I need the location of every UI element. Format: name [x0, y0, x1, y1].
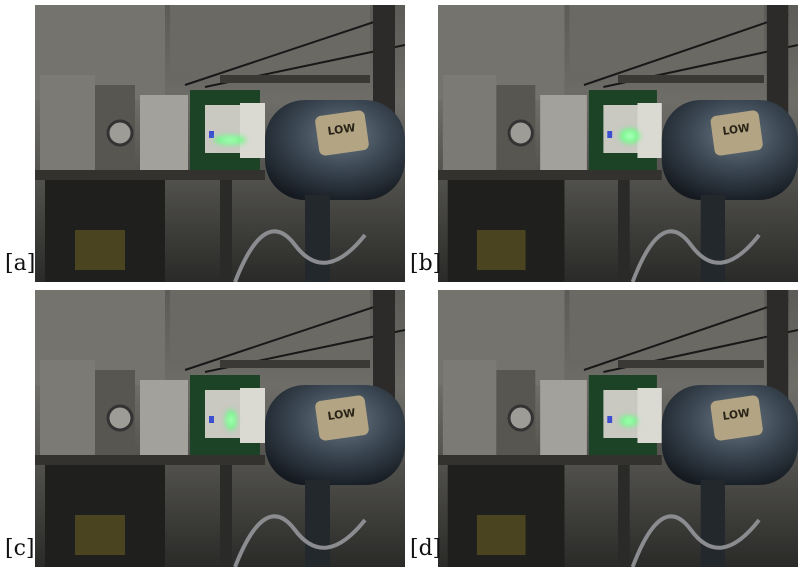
screen-flap: [240, 103, 265, 158]
wall-panel: [170, 290, 370, 360]
port: [108, 121, 132, 145]
yellow-box: [75, 230, 125, 270]
stand-leg: [220, 180, 232, 282]
photo: LOW: [438, 290, 798, 567]
chamber: [40, 75, 95, 175]
photo: LOW: [35, 5, 405, 282]
table: [438, 455, 662, 465]
pipe-rail: [220, 360, 370, 368]
stand-leg: [220, 465, 232, 567]
marker: [209, 416, 214, 423]
wall-panel: [170, 5, 370, 75]
wall-panel: [569, 5, 764, 75]
shield: [140, 95, 188, 175]
photo: LOW: [438, 5, 798, 282]
beam-core: [623, 418, 634, 424]
support: [305, 480, 330, 567]
chamber: [443, 360, 497, 460]
panel-label: [d]: [410, 536, 441, 561]
port: [509, 406, 532, 430]
marker: [209, 131, 214, 138]
support: [701, 480, 725, 567]
figure: LOW[a]LOW[b]LOW[c]LOW[d]: [0, 0, 798, 572]
yellow-box: [477, 230, 526, 270]
chamber: [443, 75, 497, 175]
pipe-rail: [618, 360, 764, 368]
photo: LOW: [35, 290, 405, 567]
shield: [540, 380, 587, 460]
panel-label: [c]: [5, 536, 35, 561]
table: [35, 170, 265, 180]
chamber: [40, 360, 95, 460]
stand-leg: [618, 180, 630, 282]
table: [35, 455, 265, 465]
marker: [607, 131, 612, 138]
screen-flap: [637, 388, 661, 443]
beam-core: [228, 414, 234, 426]
yellow-box: [75, 515, 125, 555]
beam-core: [624, 132, 636, 140]
yellow-box: [477, 515, 526, 555]
pipe-rail: [220, 75, 370, 83]
port: [108, 406, 132, 430]
shield: [140, 380, 188, 460]
table: [438, 170, 662, 180]
shield: [540, 95, 587, 175]
panel-label: [a]: [5, 251, 35, 276]
screen-flap: [240, 388, 265, 443]
wall-panel: [569, 290, 764, 360]
marker: [607, 416, 612, 423]
pipe-rail: [618, 75, 764, 83]
support: [305, 195, 330, 282]
support: [701, 195, 725, 282]
panel-label: [b]: [410, 251, 441, 276]
beam-core: [220, 138, 239, 143]
port: [509, 121, 532, 145]
screen-flap: [637, 103, 661, 158]
stand-leg: [618, 465, 630, 567]
